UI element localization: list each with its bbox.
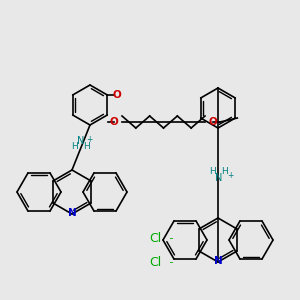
Text: O: O [110, 117, 118, 127]
Text: -: - [166, 257, 174, 267]
Text: H: H [222, 167, 228, 176]
Text: Cl: Cl [149, 256, 161, 268]
Text: H: H [72, 142, 78, 151]
Text: O: O [208, 117, 217, 127]
Text: -: - [166, 233, 174, 243]
Text: N: N [214, 256, 222, 266]
Text: +: + [227, 170, 233, 179]
Text: N: N [68, 208, 76, 218]
Text: H: H [210, 167, 216, 176]
Text: N: N [215, 173, 223, 183]
Text: N: N [77, 136, 85, 146]
Text: Cl: Cl [149, 232, 161, 244]
Text: H: H [82, 142, 89, 151]
Text: O: O [113, 90, 122, 100]
Text: +: + [86, 135, 92, 144]
